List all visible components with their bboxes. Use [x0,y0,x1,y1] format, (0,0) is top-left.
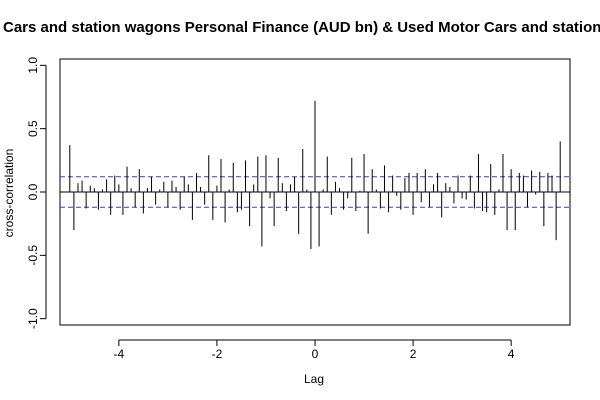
x-tick-label: 4 [508,347,515,361]
y-tick-label: -0.5 [26,245,40,266]
chart-title: Cars and station wagons Personal Finance… [3,19,600,36]
y-tick-label: -1.0 [26,308,40,329]
x-tick-label: -4 [114,347,125,361]
y-tick-label: 0.5 [26,120,40,137]
x-tick-label: 0 [312,347,319,361]
x-tick-label: -2 [212,347,223,361]
y-tick-label: 0.0 [26,183,40,200]
x-tick-label: 2 [410,347,417,361]
x-axis-label: Lag [304,372,324,386]
y-axis-label: cross-correlation [2,149,16,238]
plot-area: -4 -2 0 2 4 -1.0 -0.5 0.0 0.5 1.0 [26,57,571,361]
y-tick-label: 1.0 [26,57,40,74]
